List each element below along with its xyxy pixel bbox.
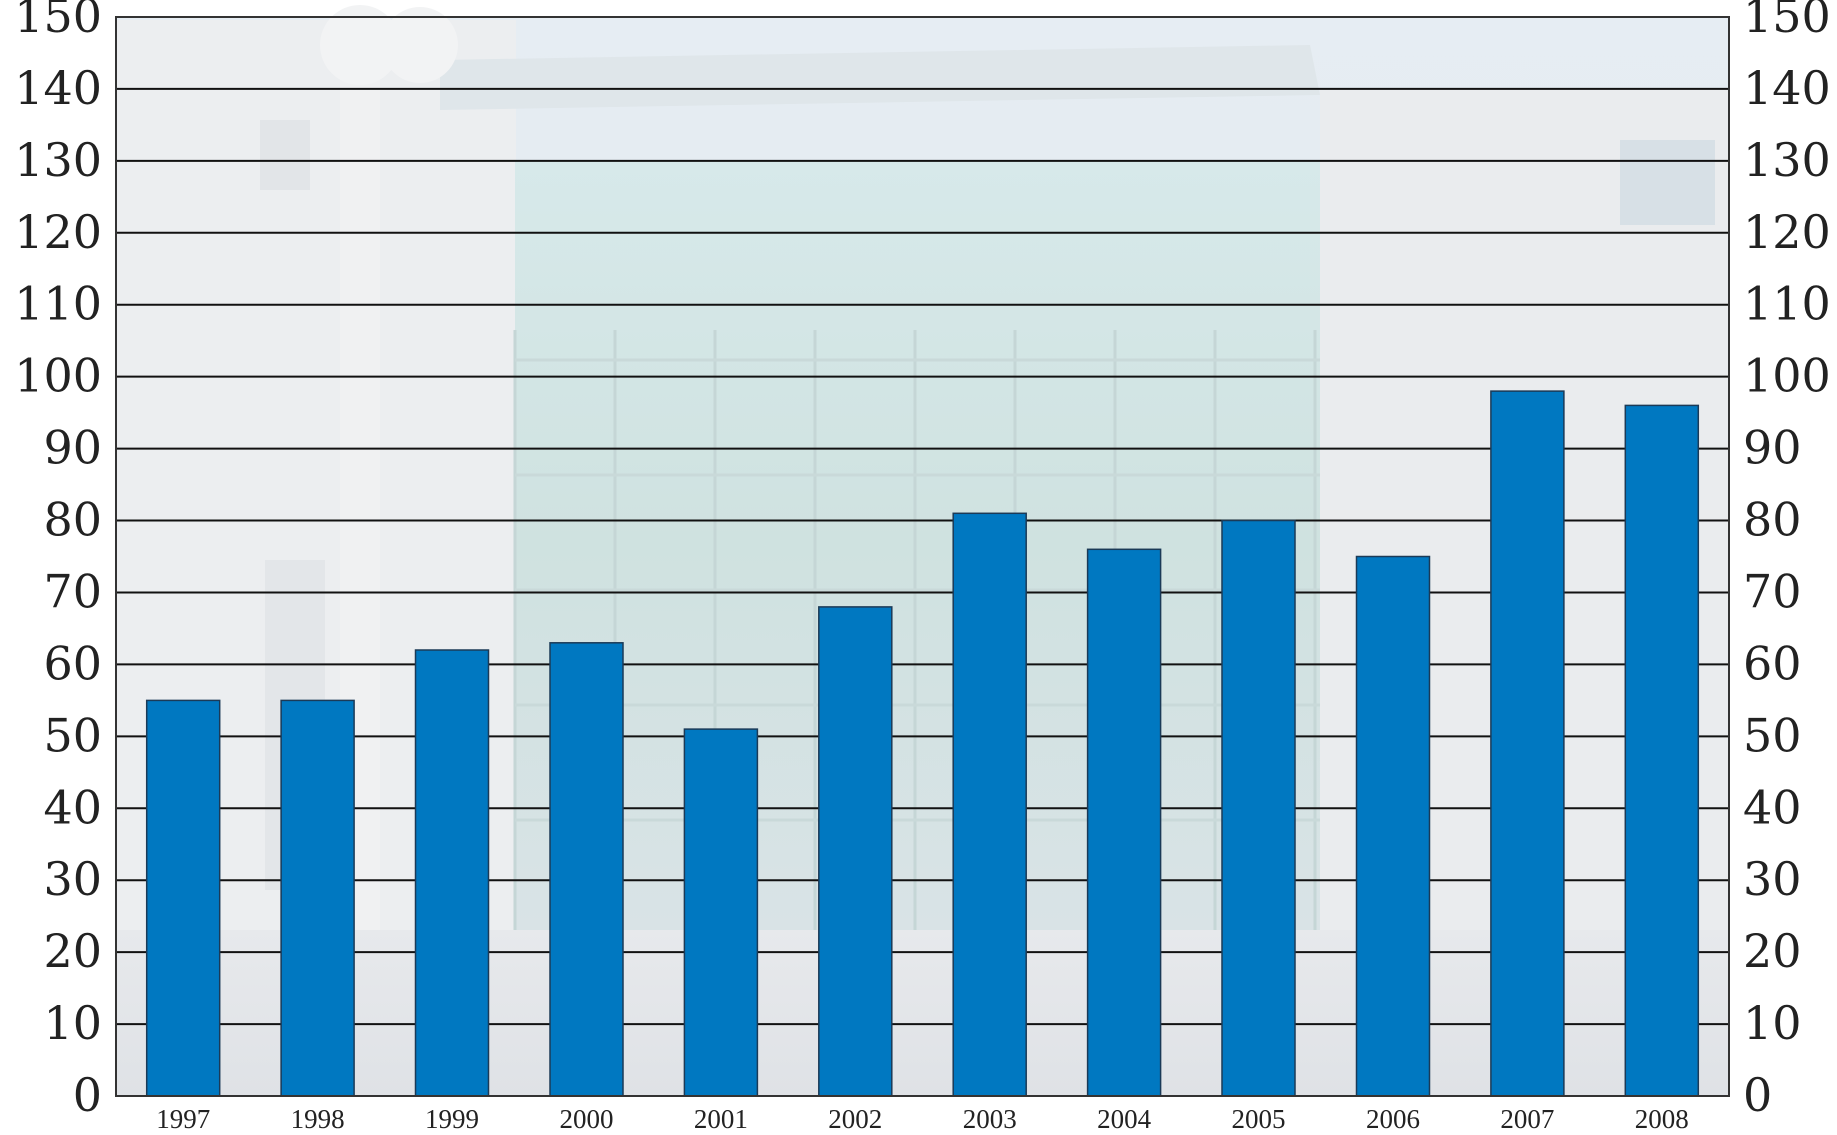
bar-2007 <box>1490 390 1565 1097</box>
bar-1999 <box>414 649 490 1097</box>
bars <box>145 390 1700 1097</box>
x-tick-label: 2006 <box>1366 1104 1420 1134</box>
photo-lamp-globe <box>382 7 458 83</box>
y-tick-label-right: 70 <box>1743 564 1802 618</box>
bar-1998 <box>280 699 355 1097</box>
y-tick-label-left: 80 <box>43 493 102 547</box>
bar-1997 <box>145 699 221 1097</box>
x-tick-label: 2000 <box>560 1104 614 1134</box>
x-tick-label: 1997 <box>156 1104 210 1134</box>
x-tick-label: 2008 <box>1635 1104 1689 1134</box>
y-tick-label-left: 0 <box>73 1068 102 1122</box>
y-tick-label-right: 60 <box>1743 636 1802 690</box>
y-tick-label-right: 90 <box>1743 421 1802 475</box>
photo-window <box>1620 140 1715 225</box>
photo-plaza <box>116 930 1729 1096</box>
y-tick-label-left: 120 <box>14 205 102 259</box>
plot-border <box>115 16 1730 1097</box>
y-tick-label-right: 10 <box>1743 996 1802 1050</box>
y-tick-label-right: 100 <box>1743 349 1831 403</box>
y-tick-label-left: 130 <box>14 133 102 187</box>
y-tick-label-left: 150 <box>14 0 102 43</box>
y-tick-label-left: 140 <box>14 61 102 115</box>
bar-2000 <box>549 642 624 1097</box>
y-tick-label-left: 20 <box>43 924 102 978</box>
x-tick-label: 2002 <box>828 1104 882 1134</box>
y-tick-label-left: 90 <box>43 421 102 475</box>
y-tick-label-left: 10 <box>43 996 102 1050</box>
bar-2002 <box>818 606 893 1097</box>
photo-roof <box>440 45 1320 110</box>
bar-2001 <box>683 728 759 1097</box>
background-building-photo <box>116 5 1729 1096</box>
bar-2004 <box>1086 548 1162 1097</box>
y-tick-label-right: 130 <box>1743 133 1831 187</box>
y-tick-label-right: 110 <box>1743 277 1831 331</box>
y-tick-label-right: 80 <box>1743 493 1802 547</box>
y-tick-label-left: 60 <box>43 636 102 690</box>
bar-2003 <box>952 512 1027 1097</box>
y-tick-label-left: 40 <box>43 780 102 834</box>
x-tick-label: 2007 <box>1500 1104 1554 1134</box>
x-tick-label: 2001 <box>694 1104 748 1134</box>
plot-frame <box>115 16 1730 1097</box>
x-tick-label: 2005 <box>1232 1104 1286 1134</box>
y-tick-label-left: 110 <box>14 277 102 331</box>
y-tick-label-right: 40 <box>1743 780 1802 834</box>
y-tick-label-left: 70 <box>43 564 102 618</box>
y-tick-label-right: 120 <box>1743 205 1831 259</box>
bar-2005 <box>1221 519 1296 1097</box>
y-axis-right: 0 10 20 30 40 50 60 70 80 90 100 110 120 130 140 150 <box>1743 0 1831 1122</box>
photo-glass-facade <box>515 160 1320 930</box>
photo-lamp-globe <box>320 5 400 85</box>
y-tick-label-right: 0 <box>1743 1068 1772 1122</box>
x-tick-label: 1999 <box>425 1104 479 1134</box>
y-tick-label-right: 150 <box>1743 0 1831 43</box>
bar-2008 <box>1624 404 1700 1097</box>
x-tick-label: 2003 <box>963 1104 1017 1134</box>
gridlines <box>116 87 1729 1026</box>
photo-window <box>260 120 310 190</box>
y-tick-label-right: 140 <box>1743 61 1831 115</box>
y-tick-label-right: 20 <box>1743 924 1802 978</box>
y-axis-left: 0 10 20 30 40 50 60 70 80 90 100 110 120 130 140 150 <box>14 0 102 1122</box>
y-tick-label-left: 50 <box>43 708 102 762</box>
x-axis: 1997 1998 1999 2000 2001 2002 2003 2004 2005 2006… <box>156 1104 1689 1134</box>
y-tick-label-left: 100 <box>14 349 102 403</box>
bar-2006 <box>1355 555 1431 1097</box>
y-tick-label-right: 50 <box>1743 708 1802 762</box>
y-tick-label-right: 30 <box>1743 852 1802 906</box>
x-tick-label: 2004 <box>1097 1104 1152 1134</box>
y-tick-label-left: 30 <box>43 852 102 906</box>
x-tick-label: 1998 <box>291 1104 345 1134</box>
